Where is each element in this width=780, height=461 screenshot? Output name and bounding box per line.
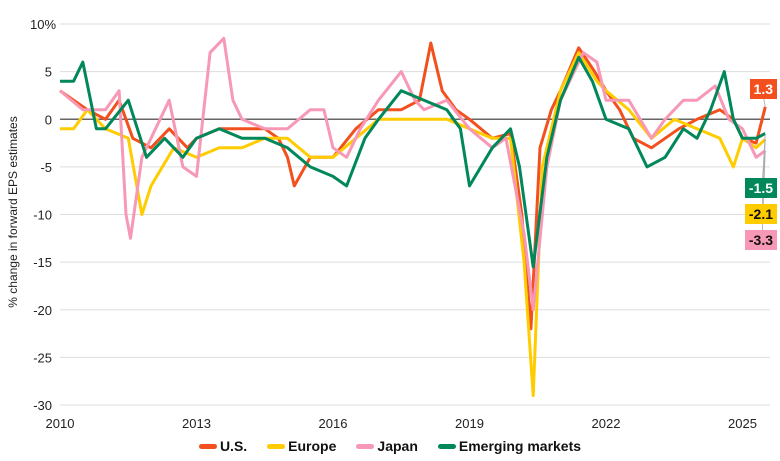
y-tick-label: -15 (33, 255, 52, 270)
legend-swatch (437, 443, 456, 449)
end-value-label: 1.3 (749, 79, 777, 99)
label-connector (761, 139, 766, 215)
legend-item: U.S. (198, 438, 248, 454)
x-tick-label: 2010 (46, 416, 75, 431)
legend-item: Europe (267, 438, 336, 454)
end-value-label: -1.5 (744, 178, 777, 198)
y-tick-label: -25 (33, 350, 52, 365)
x-tick-label: 2025 (728, 416, 757, 431)
y-tick-label: -10 (33, 208, 52, 223)
legend-item: Emerging markets (437, 438, 582, 454)
y-tick-label: 5 (45, 65, 52, 80)
x-tick-label: 2016 (319, 416, 348, 431)
x-tick-label: 2013 (182, 416, 211, 431)
series-line-emerging-markets (60, 55, 766, 269)
y-tick-label: 0 (45, 112, 52, 127)
legend: U.S. Europe Japan Emerging markets (0, 438, 780, 454)
legend-label: Europe (288, 438, 337, 454)
legend-label: U.S. (219, 438, 248, 454)
series-line-europe (60, 51, 767, 397)
y-tick-label: -5 (40, 160, 52, 175)
y-tick-label: -30 (33, 398, 52, 413)
legend-label: Japan (377, 438, 418, 454)
y-axis-label: % change in forward EPS estimates (6, 116, 20, 308)
legend-label: Emerging markets (458, 438, 582, 454)
end-value-label: -2.1 (744, 204, 777, 224)
y-tick-label: 10% (30, 17, 56, 32)
x-tick-label: 2019 (455, 416, 484, 431)
x-tick-label: 2022 (592, 416, 621, 431)
legend-swatch (267, 443, 286, 449)
series-line-u-s- (59, 41, 767, 331)
legend-swatch (356, 443, 375, 449)
legend-swatch (198, 443, 217, 449)
legend-item: Japan (356, 438, 418, 454)
end-value-label: -3.3 (744, 230, 777, 250)
series-line-japan (59, 36, 767, 312)
y-tick-label: -20 (33, 303, 52, 318)
